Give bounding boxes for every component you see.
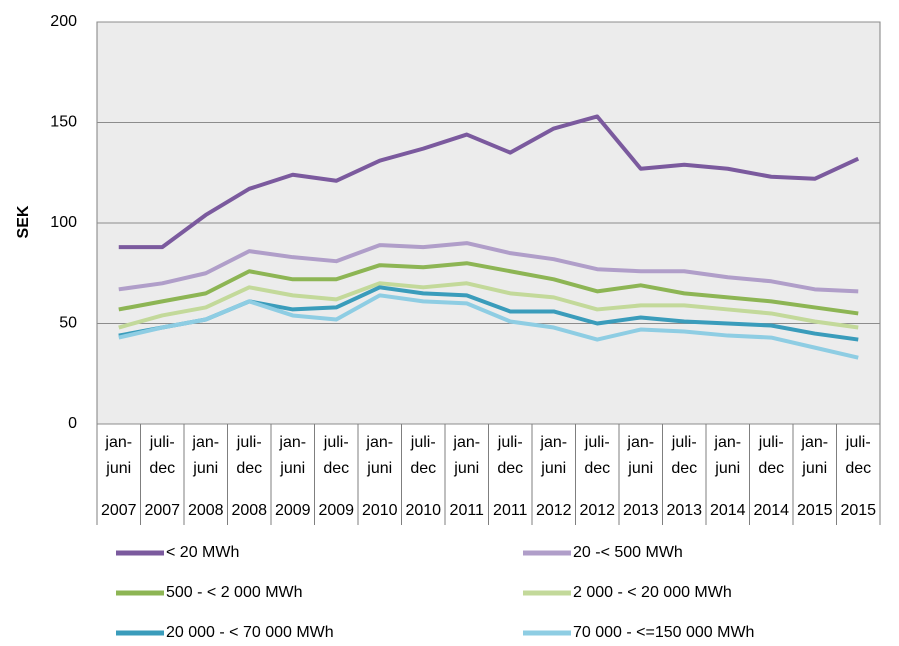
x-tick-label: juni [453,460,479,477]
y-tick-label: 200 [50,13,77,30]
legend-label: 500 - < 2 000 MWh [166,584,303,601]
series-line [118,261,859,316]
legend-label: < 20 MWh [166,544,239,561]
x-tick-label: jan- [539,434,567,451]
x-tick-label: jan- [713,434,741,451]
x-group-label: 2014 [710,502,746,519]
x-group-label: 2011 [450,502,485,519]
x-tick-label: juli- [671,434,697,451]
y-tick-label: 100 [50,214,77,231]
x-group-label: 2010 [405,502,441,519]
x-tick-label: juni [540,460,566,477]
x-tick-label: juni [105,460,131,477]
y-tick-label: 0 [68,415,77,432]
x-tick-label: juni [279,460,305,477]
x-group-label: 2015 [797,502,833,519]
y-tick-label: 150 [50,114,77,131]
legend-label: 70 000 - <=150 000 MWh [573,624,754,641]
x-tick-label: jan- [278,434,306,451]
x-tick-label: juni [366,460,392,477]
series-line [118,114,860,250]
legend-label: 20 000 - < 70 000 MWh [166,624,334,641]
x-group-label: 2012 [536,502,572,519]
x-tick-label: jan- [104,434,132,451]
x-group-label: 2008 [231,502,267,519]
x-tick-label: juli- [323,434,349,451]
legend-label: 2 000 - < 20 000 MWh [573,584,732,601]
y-tick-label: 50 [59,315,77,332]
x-tick-label: juni [192,460,218,477]
x-tick-label: jan- [365,434,393,451]
x-tick-label: jan- [626,434,654,451]
x-tick-label: dec [236,460,262,477]
x-group-label: 2007 [144,502,180,519]
x-group-label: 2008 [188,502,224,519]
x-tick-label: dec [497,460,523,477]
x-group-label: 2009 [318,502,354,519]
x-tick-label: juli- [236,434,262,451]
x-group-label: 2014 [753,502,789,519]
series-line [118,293,859,360]
series-line [118,281,859,330]
y-axis-title: SEK [15,205,32,238]
x-tick-label: juni [801,460,827,477]
x-tick-label: dec [323,460,349,477]
x-tick-label: dec [671,460,697,477]
x-tick-label: juli- [497,434,523,451]
x-tick-label: jan- [452,434,480,451]
x-group-label: 2011 [493,502,528,519]
x-tick-label: juli- [584,434,610,451]
x-group-label: 2010 [362,502,398,519]
x-tick-label: juli- [410,434,436,451]
x-tick-label: juni [627,460,653,477]
x-group-label: 2013 [666,502,702,519]
x-tick-label: juli- [845,434,871,451]
x-group-label: 2007 [101,502,137,519]
x-tick-label: juli- [758,434,784,451]
x-group-label: 2012 [579,502,615,519]
x-tick-label: dec [149,460,175,477]
x-tick-label: jan- [191,434,219,451]
x-group-label: 2015 [840,502,876,519]
x-group-label: 2009 [275,502,311,519]
x-tick-label: dec [584,460,610,477]
x-group-label: 2013 [623,502,659,519]
series-line [118,241,859,294]
x-tick-label: dec [758,460,784,477]
x-tick-label: jan- [800,434,828,451]
x-tick-label: juni [714,460,740,477]
x-tick-label: dec [845,460,871,477]
legend-label: 20 -< 500 MWh [573,544,683,561]
x-tick-label: dec [410,460,436,477]
x-tick-label: juli- [149,434,175,451]
